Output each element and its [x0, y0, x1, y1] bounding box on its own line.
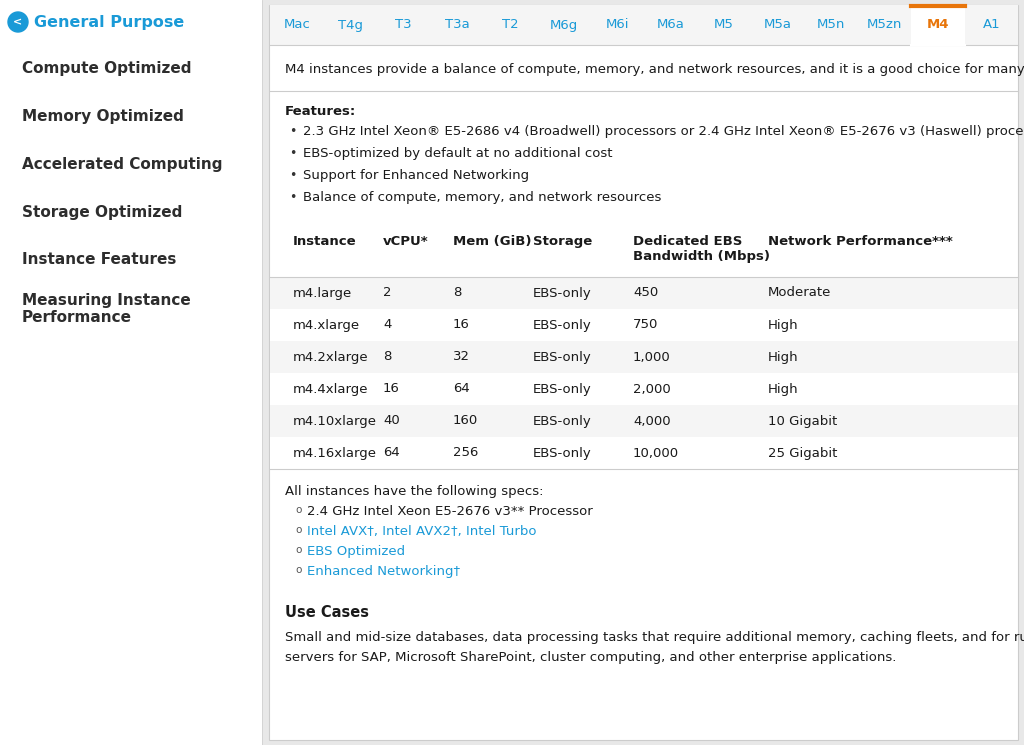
Text: 2.4 GHz Intel Xeon E5-2676 v3** Processor: 2.4 GHz Intel Xeon E5-2676 v3** Processo… — [307, 505, 593, 518]
Text: 64: 64 — [453, 382, 470, 396]
Text: 4: 4 — [383, 319, 391, 332]
Text: Dedicated EBS
Bandwidth (Mbps): Dedicated EBS Bandwidth (Mbps) — [633, 235, 770, 263]
Text: High: High — [768, 350, 799, 364]
Text: EBS-only: EBS-only — [534, 446, 592, 460]
FancyBboxPatch shape — [270, 277, 1018, 309]
FancyBboxPatch shape — [0, 0, 262, 745]
Text: M5n: M5n — [817, 19, 845, 31]
FancyBboxPatch shape — [270, 437, 1018, 469]
Text: 2: 2 — [383, 287, 391, 299]
Text: Mac: Mac — [284, 19, 310, 31]
Text: Small and mid-size databases, data processing tasks that require additional memo: Small and mid-size databases, data proce… — [285, 631, 1024, 644]
Text: Accelerated Computing: Accelerated Computing — [22, 156, 222, 171]
Text: •: • — [290, 191, 297, 204]
Text: Support for Enhanced Networking: Support for Enhanced Networking — [303, 169, 529, 182]
Text: A1: A1 — [982, 19, 1000, 31]
Text: EBS-only: EBS-only — [534, 414, 592, 428]
Text: Storage Optimized: Storage Optimized — [22, 204, 182, 220]
Text: Instance Features: Instance Features — [22, 253, 176, 267]
Text: EBS-optimized by default at no additional cost: EBS-optimized by default at no additiona… — [303, 147, 612, 160]
Text: 25 Gigabit: 25 Gigabit — [768, 446, 838, 460]
Text: Moderate: Moderate — [768, 287, 831, 299]
Text: o: o — [296, 545, 302, 555]
Text: M6i: M6i — [605, 19, 629, 31]
Text: Intel AVX†, Intel AVX2†, Intel Turbo: Intel AVX†, Intel AVX2†, Intel Turbo — [307, 525, 537, 538]
Text: M6a: M6a — [656, 19, 685, 31]
Text: Storage: Storage — [534, 235, 592, 248]
Text: M4: M4 — [927, 19, 949, 31]
Text: M6g: M6g — [550, 19, 578, 31]
FancyBboxPatch shape — [270, 309, 1018, 341]
Text: 160: 160 — [453, 414, 478, 428]
Text: General Purpose: General Purpose — [34, 14, 184, 30]
Text: All instances have the following specs:: All instances have the following specs: — [285, 485, 544, 498]
Text: 8: 8 — [453, 287, 462, 299]
Text: 2.3 GHz Intel Xeon® E5-2686 v4 (Broadwell) processors or 2.4 GHz Intel Xeon® E5-: 2.3 GHz Intel Xeon® E5-2686 v4 (Broadwel… — [303, 125, 1024, 138]
Text: 750: 750 — [633, 319, 658, 332]
Text: Use Cases: Use Cases — [285, 605, 369, 620]
Text: T4g: T4g — [338, 19, 362, 31]
Text: 40: 40 — [383, 414, 399, 428]
Text: EBS-only: EBS-only — [534, 382, 592, 396]
Text: 10,000: 10,000 — [633, 446, 679, 460]
FancyBboxPatch shape — [263, 0, 1024, 745]
Text: m4.10xlarge: m4.10xlarge — [293, 414, 377, 428]
Text: o: o — [296, 505, 302, 515]
Text: EBS-only: EBS-only — [534, 319, 592, 332]
Text: High: High — [768, 319, 799, 332]
Text: 256: 256 — [453, 446, 478, 460]
Text: 1,000: 1,000 — [633, 350, 671, 364]
Text: 64: 64 — [383, 446, 399, 460]
Text: T3: T3 — [395, 19, 412, 31]
Text: EBS Optimized: EBS Optimized — [307, 545, 406, 558]
Text: EBS-only: EBS-only — [534, 350, 592, 364]
Text: 32: 32 — [453, 350, 470, 364]
Text: Compute Optimized: Compute Optimized — [22, 60, 191, 75]
Text: High: High — [768, 382, 799, 396]
Text: servers for SAP, Microsoft SharePoint, cluster computing, and other enterprise a: servers for SAP, Microsoft SharePoint, c… — [285, 651, 896, 664]
Text: Network Performance***: Network Performance*** — [768, 235, 952, 248]
Text: 4,000: 4,000 — [633, 414, 671, 428]
Text: M4 instances provide a balance of compute, memory, and network resources, and it: M4 instances provide a balance of comput… — [285, 63, 1024, 76]
Text: Measuring Instance: Measuring Instance — [22, 294, 190, 308]
Text: •: • — [290, 169, 297, 182]
Text: o: o — [296, 565, 302, 575]
Text: Balance of compute, memory, and network resources: Balance of compute, memory, and network … — [303, 191, 662, 204]
Text: Memory Optimized: Memory Optimized — [22, 109, 184, 124]
Text: m4.2xlarge: m4.2xlarge — [293, 350, 369, 364]
Text: 10 Gigabit: 10 Gigabit — [768, 414, 838, 428]
Text: 16: 16 — [383, 382, 400, 396]
FancyBboxPatch shape — [270, 5, 1018, 45]
Text: 2,000: 2,000 — [633, 382, 671, 396]
Text: EBS-only: EBS-only — [534, 287, 592, 299]
Text: Performance: Performance — [22, 309, 132, 325]
FancyBboxPatch shape — [270, 405, 1018, 437]
Text: Enhanced Networking†: Enhanced Networking† — [307, 565, 460, 578]
Circle shape — [8, 12, 28, 32]
Text: •: • — [290, 147, 297, 160]
Text: m4.large: m4.large — [293, 287, 352, 299]
Text: Features:: Features: — [285, 105, 356, 118]
FancyBboxPatch shape — [269, 5, 1018, 740]
Text: Mem (GiB): Mem (GiB) — [453, 235, 531, 248]
Text: M5zn: M5zn — [866, 19, 902, 31]
Text: m4.16xlarge: m4.16xlarge — [293, 446, 377, 460]
Text: •: • — [290, 125, 297, 138]
Text: M5a: M5a — [764, 19, 792, 31]
Text: 16: 16 — [453, 319, 470, 332]
FancyBboxPatch shape — [270, 373, 1018, 405]
FancyBboxPatch shape — [270, 341, 1018, 373]
FancyBboxPatch shape — [911, 5, 965, 45]
Text: m4.xlarge: m4.xlarge — [293, 319, 360, 332]
Text: T3a: T3a — [444, 19, 469, 31]
Text: m4.4xlarge: m4.4xlarge — [293, 382, 369, 396]
Text: T2: T2 — [502, 19, 519, 31]
Text: M5: M5 — [714, 19, 734, 31]
Text: 450: 450 — [633, 287, 658, 299]
Text: 8: 8 — [383, 350, 391, 364]
Text: <: < — [13, 17, 23, 27]
Text: Instance: Instance — [293, 235, 356, 248]
Text: vCPU*: vCPU* — [383, 235, 429, 248]
Text: o: o — [296, 525, 302, 535]
